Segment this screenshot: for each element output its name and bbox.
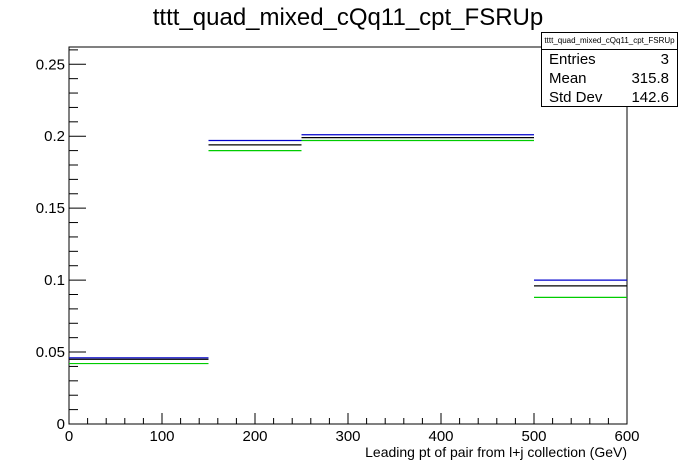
x-tick-label: 500 <box>521 428 546 445</box>
y-tick-label: 0.25 <box>36 56 65 73</box>
stats-row-stddev: Std Dev 142.6 <box>542 88 677 107</box>
stats-label: Entries <box>549 51 596 68</box>
stats-value: 142.6 <box>631 89 669 106</box>
x-tick-label: 100 <box>149 428 174 445</box>
x-tick-label: 300 <box>335 428 360 445</box>
y-tick-label: 0.1 <box>44 272 65 289</box>
stats-box-title: tttt_quad_mixed_cQq11_cpt_FSRUp <box>542 33 677 50</box>
x-tick-label: 600 <box>614 428 639 445</box>
stats-box: tttt_quad_mixed_cQq11_cpt_FSRUp Entries … <box>541 32 678 107</box>
x-tick-label: 0 <box>65 428 73 445</box>
x-tick-label: 200 <box>242 428 267 445</box>
stats-value: 3 <box>660 51 669 68</box>
stats-label: Mean <box>549 70 587 87</box>
page-title: tttt_quad_mixed_cQq11_cpt_FSRUp <box>152 4 544 31</box>
y-tick-label: 0.2 <box>44 128 65 145</box>
stats-label: Std Dev <box>549 89 603 106</box>
stats-row-entries: Entries 3 <box>542 50 677 69</box>
stats-row-mean: Mean 315.8 <box>542 69 677 88</box>
stats-value: 315.8 <box>631 70 669 87</box>
y-tick-label: 0 <box>57 416 65 433</box>
x-axis-label: Leading pt of pair from l+j collection (… <box>365 444 627 460</box>
x-tick-label: 400 <box>428 428 453 445</box>
y-tick-label: 0.15 <box>36 200 65 217</box>
y-tick-label: 0.05 <box>36 344 65 361</box>
